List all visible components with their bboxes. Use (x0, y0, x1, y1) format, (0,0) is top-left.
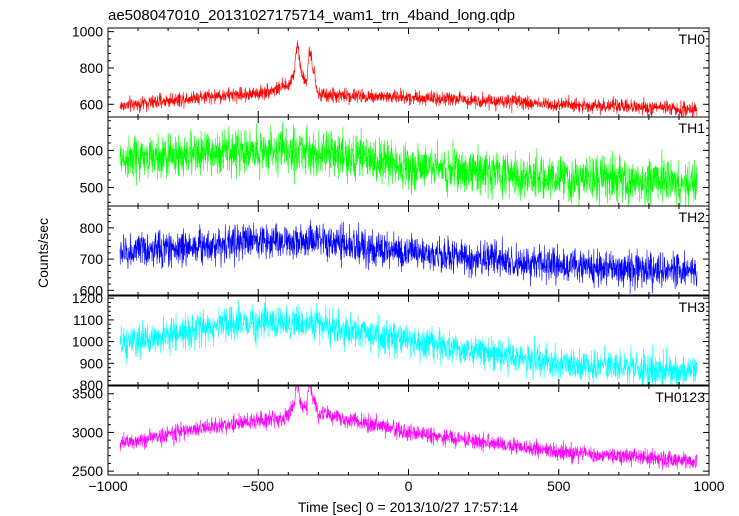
y-tick-label: 1200 (72, 290, 103, 306)
x-axis-title: Time [sec] 0 = 2013/10/27 17:57:14 (298, 499, 518, 515)
panel-th0123: 2500 3000 3500 TH0123 (72, 385, 710, 479)
series-line-th0123 (119, 386, 698, 470)
chart-title: ae508047010_20131027175714_wam1_trn_4ban… (108, 7, 515, 24)
y-tick-label: 900 (80, 355, 104, 371)
panel-label-th0123: TH0123 (655, 389, 705, 405)
series-line-th1 (119, 121, 698, 206)
panel-th3: 800 900 1000 1100 1200 TH3 (72, 290, 710, 393)
panel-label-th0: TH0 (679, 31, 706, 47)
y-tick-label: 2500 (72, 463, 103, 479)
x-tick-label: 500 (547, 478, 571, 494)
x-tick-label: 0 (405, 478, 413, 494)
y-tick-label: 1000 (72, 24, 103, 40)
y-tick-label: 600 (80, 142, 104, 158)
y-tick-label: 800 (80, 60, 104, 76)
series-line-th3 (119, 296, 698, 385)
x-tick-label: 1000 (693, 478, 724, 494)
panel-label-th2: TH2 (679, 209, 706, 225)
panel-th1: 500 600 TH1 (80, 116, 710, 207)
series-line-th0 (119, 40, 698, 117)
panel-th0: 600 800 1000 TH0 (72, 24, 710, 118)
y-axis-title: Counts/sec (35, 218, 51, 288)
series-line-th2 (119, 219, 698, 295)
x-tick-label: −500 (242, 478, 274, 494)
x-axis: −1000 −500 0 500 1000 (88, 478, 724, 494)
y-tick-label: 3000 (72, 424, 103, 440)
y-tick-label: 1100 (73, 312, 103, 328)
y-tick-label: 800 (80, 220, 104, 236)
panel-th2: 600 700 800 TH2 (80, 205, 710, 298)
x-tick-label: −1000 (88, 478, 128, 494)
y-tick-label: 1000 (72, 334, 103, 350)
panel-label-th3: TH3 (679, 299, 706, 315)
panel-label-th1: TH1 (679, 120, 706, 136)
y-tick-label: 800 (80, 377, 104, 393)
y-tick-label: 600 (80, 96, 104, 112)
y-tick-label: 500 (80, 179, 104, 195)
y-tick-label: 700 (80, 251, 104, 267)
y-tick-label: 3500 (72, 386, 103, 402)
y-tick-label: 600 (80, 282, 104, 298)
panels-group: 600 800 1000 TH0 500 600 TH1 600 700 800 TH2 800 900… (72, 24, 725, 494)
